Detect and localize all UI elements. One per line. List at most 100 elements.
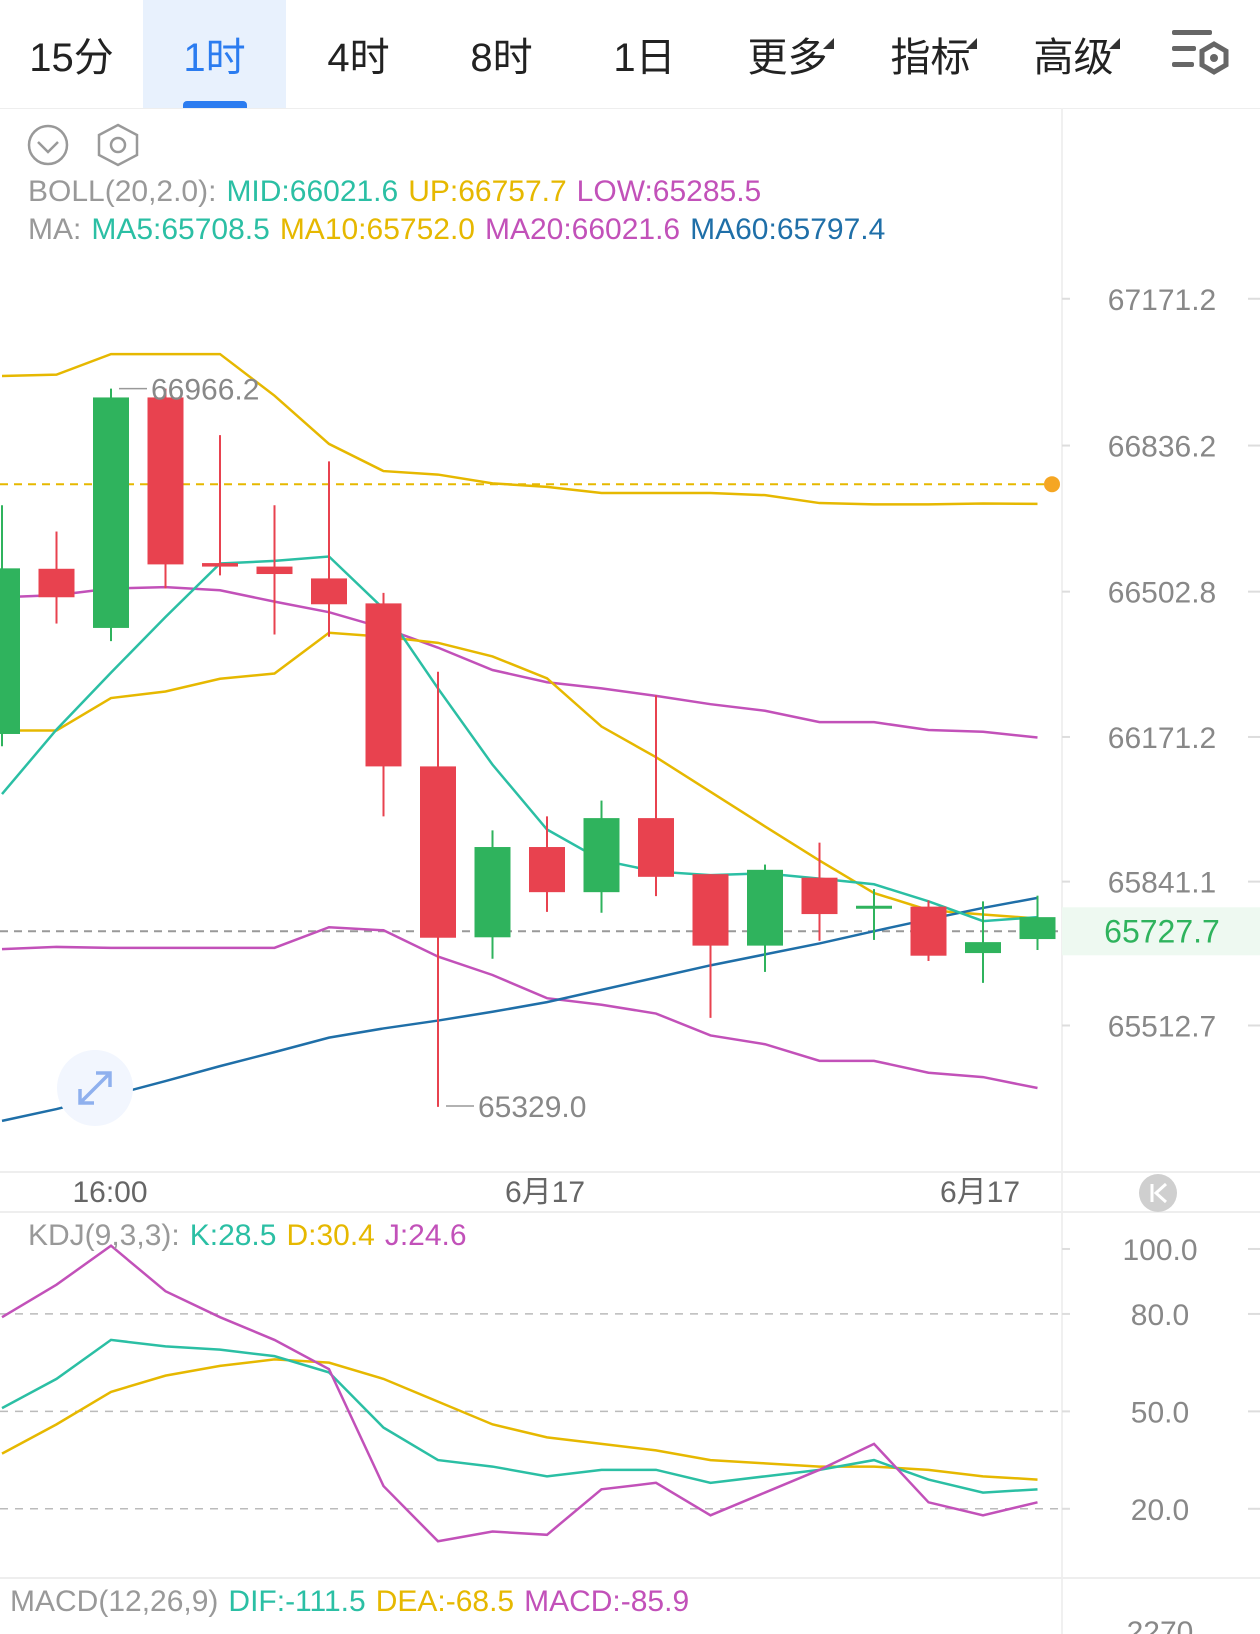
- price-tick-label: 66836.2: [1108, 431, 1216, 464]
- kdj-tick-label: 80.0: [1131, 1299, 1189, 1332]
- macd-legend: MACD(12,26,9) DIF:-111.5 DEA:-68.5 MACD:-85…: [10, 1585, 699, 1619]
- tab-label: 15分: [29, 36, 114, 80]
- tab-label: 4时: [327, 36, 390, 80]
- candle-body: [638, 818, 674, 877]
- tab-label: 高级: [1034, 25, 1120, 83]
- dropdown-corner-icon: [822, 38, 834, 49]
- candle-body: [0, 568, 20, 734]
- candle: [311, 461, 347, 637]
- ma20-value: MA20:66021.6: [484, 213, 681, 246]
- tab-1[interactable]: 1时: [143, 0, 286, 108]
- tab-label: 指标: [891, 25, 977, 83]
- collapse-chevron-circle: [27, 124, 69, 166]
- tab-label: 更多: [748, 25, 834, 83]
- candle-body: [474, 847, 511, 938]
- candle-body: [93, 397, 129, 628]
- kdj-legend-prefix: KDJ(9,3,3):: [28, 1219, 180, 1252]
- ma-legend: MA: MA5:65708.5 MA10:65752.0 MA20:66021.6 MA…: [28, 213, 895, 247]
- dropdown-corner-icon: [1108, 38, 1120, 49]
- current-price-box: [1062, 907, 1260, 956]
- tab-5[interactable]: 更多: [716, 0, 859, 108]
- macd-dif-value: DIF:-111.5: [228, 1585, 366, 1618]
- current-price-label: 65727.7: [1104, 913, 1220, 949]
- reference-level-dot: [1044, 476, 1060, 493]
- ma-legend-prefix: MA:: [28, 213, 82, 246]
- kdj-tick-label: 20.0: [1131, 1494, 1189, 1527]
- boll-low-line: [1, 925, 1038, 1090]
- candle-body: [256, 566, 293, 575]
- fullscreen-expand-glyph: [78, 1071, 112, 1105]
- tab-0[interactable]: 15分: [0, 0, 143, 108]
- candle-body: [147, 397, 184, 565]
- candle: [910, 900, 947, 961]
- hexagon-center: [109, 136, 127, 154]
- tab-7[interactable]: 高级: [1002, 0, 1145, 108]
- timeframe-tab-bar: 15分 1时 4时 8时 1日 更多 指标 高级: [0, 0, 1260, 109]
- boll-legend-prefix: BOLL(20,2.0):: [28, 175, 217, 208]
- tab-label: 1日: [613, 36, 676, 80]
- boll-low-value: LOW:65285.5: [576, 175, 762, 208]
- price-chart[interactable]: 67171.2 66836.2 66502.8 66171.2 65841.1 65512…: [0, 108, 1260, 1634]
- time-axis-label: 16:00: [72, 1176, 147, 1209]
- candle-body: [747, 869, 783, 946]
- scroll-to-latest-button[interactable]: [1139, 1174, 1177, 1212]
- time-axis-label: 6月17: [940, 1176, 1020, 1209]
- candle: [1019, 895, 1056, 951]
- candle: [474, 830, 511, 959]
- tab-6[interactable]: 指标: [859, 0, 1002, 108]
- boll-up-value: UP:66757.7: [408, 175, 567, 208]
- price-tick-label: 66502.8: [1108, 577, 1216, 610]
- tab-2[interactable]: 4时: [287, 0, 430, 108]
- candle-body: [692, 874, 729, 946]
- ma60-line: [1, 896, 1038, 1123]
- ma10-line: [2, 631, 1038, 920]
- collapse-chevron-icon[interactable]: [27, 124, 69, 166]
- hexagon-settings-icon[interactable]: [97, 123, 139, 167]
- kdj-j-value: J:24.6: [384, 1219, 467, 1252]
- tab-4[interactable]: 1日: [573, 0, 716, 108]
- marked-low-label: 65329.0: [478, 1091, 586, 1124]
- candle: [747, 864, 783, 972]
- candle-body: [311, 578, 347, 605]
- candle: [965, 901, 1001, 983]
- candle-body: [420, 766, 456, 938]
- marked-high-label: 66966.2: [151, 374, 259, 407]
- candle: [0, 505, 20, 747]
- fullscreen-expand-icon[interactable]: [57, 1050, 133, 1126]
- kdj-d-value: D:30.4: [286, 1219, 375, 1252]
- kdj-j-line: [1, 1244, 1038, 1543]
- candle: [638, 695, 674, 897]
- ma5-value: MA5:65708.5: [91, 213, 270, 246]
- collapse-chevron-glyph: [37, 141, 59, 154]
- candle-body: [801, 877, 838, 915]
- kdj-k-line: [1, 1338, 1038, 1494]
- candle: [93, 388, 129, 642]
- boll-legend: BOLL(20,2.0): MID:66021.6 UP:66757.7 LOW:65…: [28, 175, 771, 209]
- boll-up-line: [1, 352, 1038, 506]
- candle-body: [1019, 917, 1056, 940]
- price-tick-label: 67171.2: [1108, 284, 1216, 317]
- candle: [856, 889, 892, 940]
- candle-body: [202, 563, 238, 567]
- candle-body: [529, 847, 565, 893]
- candle-body: [365, 603, 402, 767]
- ma60-value: MA60:65797.4: [690, 213, 886, 246]
- kdj-k-value: K:28.5: [189, 1219, 277, 1252]
- ma20-line: [1, 585, 1038, 739]
- candle: [801, 842, 838, 941]
- tab-3[interactable]: 8时: [430, 0, 573, 108]
- candle-body: [965, 942, 1001, 954]
- macd-legend-prefix: MACD(12,26,9): [10, 1585, 219, 1618]
- price-tick-label: 66171.2: [1108, 722, 1216, 755]
- chart-settings-icon[interactable]: [1168, 22, 1232, 86]
- candle: [147, 388, 184, 589]
- macd-dea-value: DEA:-68.5: [375, 1585, 515, 1618]
- boll-mid-value: MID:66021.6: [226, 175, 399, 208]
- active-tab-indicator: [182, 101, 247, 108]
- candle: [365, 592, 402, 817]
- kdj-tick-label: 50.0: [1131, 1396, 1189, 1429]
- kdj-tick-label: 100.0: [1122, 1234, 1197, 1267]
- time-axis-label: 6月17: [505, 1176, 585, 1209]
- tab-label: 1时: [183, 36, 246, 80]
- candle: [583, 800, 620, 913]
